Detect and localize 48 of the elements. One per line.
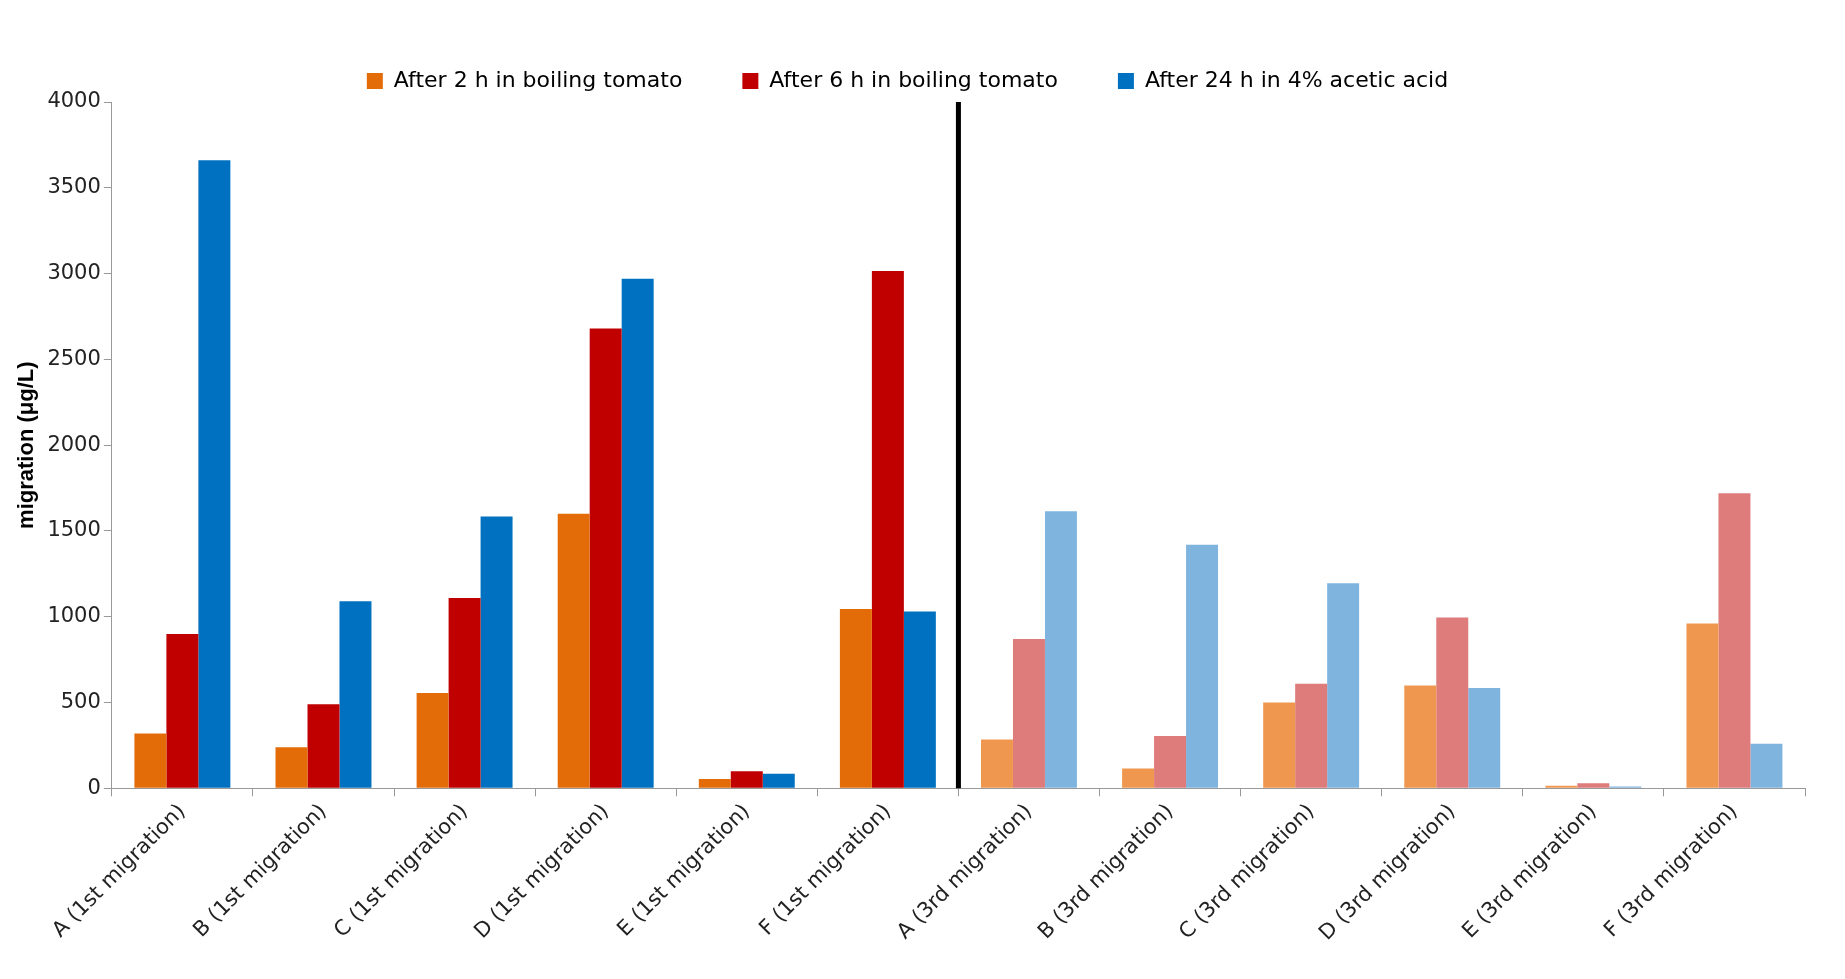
bar xyxy=(1122,768,1155,788)
bar xyxy=(839,609,872,788)
y-tick-label: 1500 xyxy=(47,517,101,542)
bar xyxy=(1012,639,1045,788)
bar xyxy=(1545,785,1578,788)
y-tick-label: 3000 xyxy=(47,260,101,285)
bar xyxy=(1327,583,1360,788)
bar xyxy=(1044,511,1077,788)
bar xyxy=(416,693,449,788)
bar xyxy=(1750,743,1783,788)
bar xyxy=(1686,623,1719,788)
bar xyxy=(1577,783,1610,788)
bar xyxy=(871,271,904,788)
legend-label: After 2 h in boiling tomato xyxy=(393,66,683,92)
bar xyxy=(1263,702,1296,788)
bar xyxy=(698,778,731,788)
bar xyxy=(730,771,763,788)
bar xyxy=(1468,687,1501,788)
bar xyxy=(339,601,372,788)
bar xyxy=(981,739,1013,788)
bar xyxy=(198,160,231,788)
bar xyxy=(448,597,481,788)
bar xyxy=(1295,683,1328,788)
bar xyxy=(621,278,654,788)
bar xyxy=(557,513,590,788)
bar xyxy=(1154,736,1187,788)
legend-label: After 24 h in 4% acetic acid xyxy=(1144,66,1449,92)
y-tick-label: 1000 xyxy=(47,603,101,628)
bar xyxy=(275,747,308,788)
y-tick-label: 500 xyxy=(60,689,101,713)
bar xyxy=(1718,493,1751,788)
bar xyxy=(762,773,795,788)
y-tick-label: 2000 xyxy=(47,431,101,456)
y-tick-label: 2500 xyxy=(47,345,101,370)
bar xyxy=(307,704,340,788)
legend-label: After 6 h in boiling tomato xyxy=(769,66,1058,92)
bar xyxy=(1436,617,1469,788)
y-tick-label: 0 xyxy=(87,774,101,799)
bar xyxy=(480,516,513,788)
y-tick-label: 3500 xyxy=(47,174,101,199)
bar xyxy=(134,733,167,788)
y-axis-title: migration (μg/L) xyxy=(13,361,39,529)
bar xyxy=(166,633,199,788)
bar xyxy=(903,611,936,788)
bar xyxy=(589,328,622,788)
bar xyxy=(1186,544,1219,788)
bar xyxy=(1404,685,1437,788)
y-tick-label: 4000 xyxy=(47,88,101,113)
